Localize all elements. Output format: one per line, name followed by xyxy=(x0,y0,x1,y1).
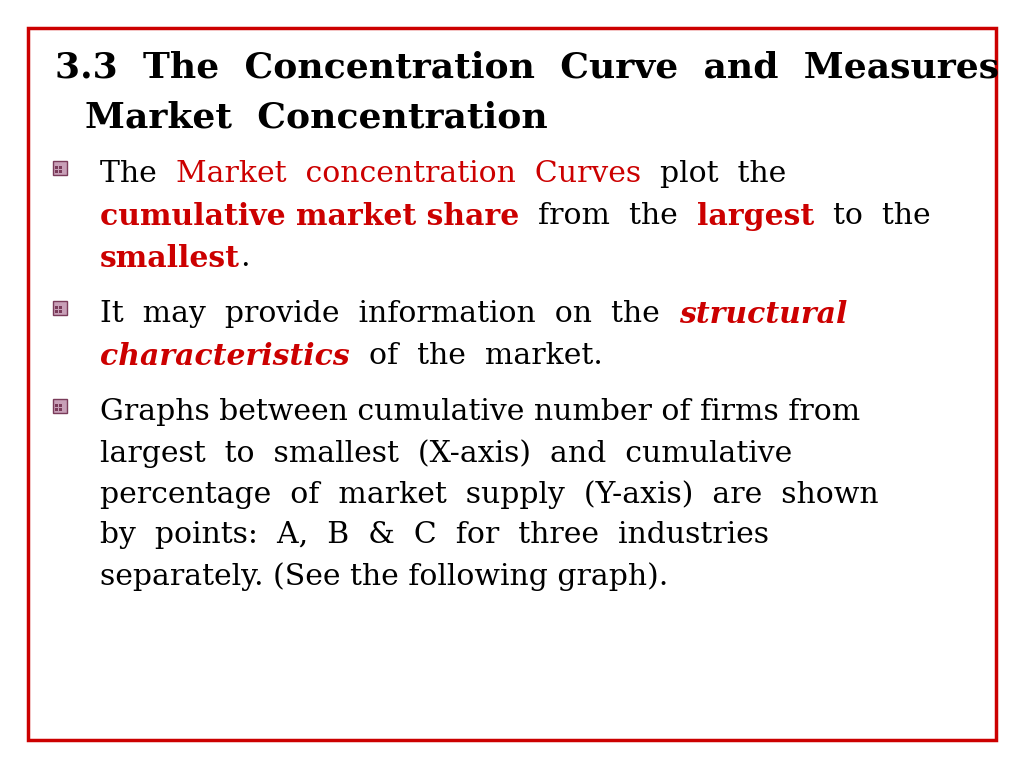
Text: largest: largest xyxy=(697,202,814,231)
Bar xyxy=(53,399,67,412)
Text: characteristics: characteristics xyxy=(100,342,350,371)
Text: Market  Concentration: Market Concentration xyxy=(85,100,548,134)
Text: Graphs between cumulative number of firms from: Graphs between cumulative number of firm… xyxy=(100,398,860,426)
Bar xyxy=(55,166,58,169)
Text: The: The xyxy=(100,160,176,188)
Text: structural: structural xyxy=(679,300,847,329)
Text: cumulative market share: cumulative market share xyxy=(100,202,519,231)
Bar xyxy=(55,404,58,407)
Bar xyxy=(59,306,61,309)
Bar xyxy=(59,408,61,411)
Bar xyxy=(59,310,61,313)
Text: Market  concentration  Curves: Market concentration Curves xyxy=(176,160,641,188)
Text: .: . xyxy=(240,244,250,272)
Text: separately. (See the following graph).: separately. (See the following graph). xyxy=(100,562,669,591)
Text: by  points:  A,  B  &  C  for  three  industries: by points: A, B & C for three industries xyxy=(100,521,769,549)
Text: plot  the: plot the xyxy=(641,160,786,188)
Text: 3.3  The  Concentration  Curve  and  Measures  of: 3.3 The Concentration Curve and Measures… xyxy=(55,50,1024,84)
Bar xyxy=(55,170,58,173)
Bar xyxy=(59,404,61,407)
Text: largest  to  smallest  (X-axis)  and  cumulative: largest to smallest (X-axis) and cumulat… xyxy=(100,439,793,468)
Bar xyxy=(59,166,61,169)
Bar xyxy=(55,310,58,313)
Text: It  may  provide  information  on  the: It may provide information on the xyxy=(100,300,679,328)
Bar xyxy=(59,170,61,173)
Bar xyxy=(53,301,67,315)
Text: of  the  market.: of the market. xyxy=(350,342,602,370)
Bar xyxy=(55,408,58,411)
Bar xyxy=(53,161,67,174)
Text: to  the: to the xyxy=(814,202,931,230)
Text: percentage  of  market  supply  (Y-axis)  are  shown: percentage of market supply (Y-axis) are… xyxy=(100,480,879,508)
Text: smallest: smallest xyxy=(100,244,240,273)
Text: from  the: from the xyxy=(519,202,697,230)
Bar xyxy=(55,306,58,309)
